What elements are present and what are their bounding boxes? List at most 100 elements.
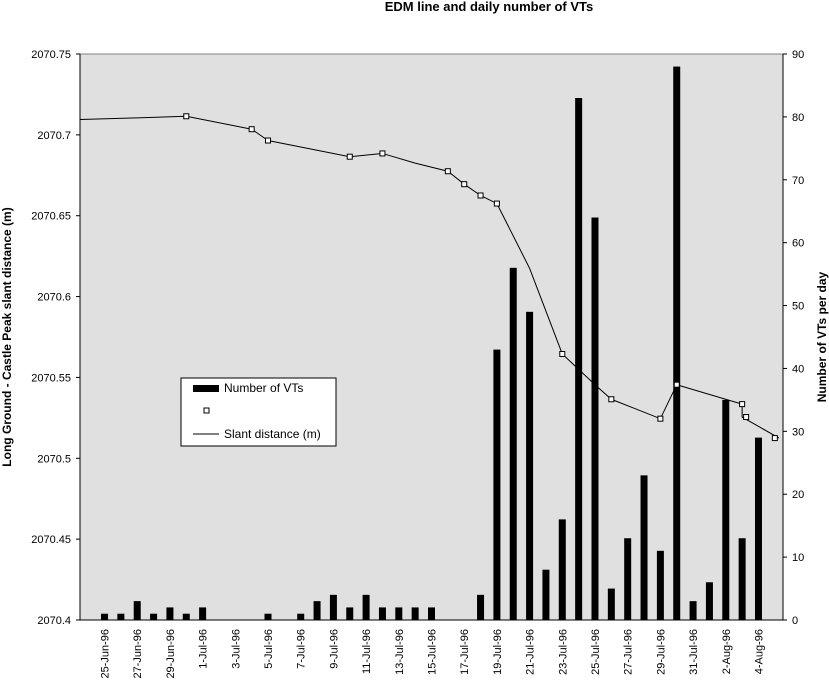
x-tick-label: 4-Aug-96: [753, 629, 765, 674]
legend: Number of VTs Slant distance (m): [180, 377, 337, 447]
measurement-marker: [559, 350, 566, 357]
x-tick-label: 29-Jul-96: [655, 629, 667, 675]
left-tick-label: 2070.45: [31, 534, 71, 546]
vt-bar: [722, 399, 730, 620]
left-tick-label: 2070.65: [31, 211, 71, 223]
measurement-marker: [493, 200, 500, 207]
measurement-marker: [673, 381, 680, 388]
vt-bar: [493, 349, 501, 620]
vt-bar: [362, 594, 370, 620]
vt-bar: [199, 607, 207, 620]
vt-bar: [738, 538, 746, 620]
vt-bar: [542, 569, 550, 620]
right-tick-label: 10: [792, 552, 804, 564]
x-tick-label: 23-Jul-96: [557, 629, 569, 675]
x-tick-label: 3-Jul-96: [230, 629, 242, 669]
left-tick-label: 2070.4: [37, 615, 71, 627]
vt-bar: [477, 594, 485, 620]
right-tick-label: 20: [792, 489, 804, 501]
right-tick-label: 60: [792, 238, 804, 250]
axes: 2070.4 2070.45 2070.5 2070.55 2070.6 2070.65 2…: [31, 49, 804, 679]
x-tick-label: 25-Jun-96: [100, 629, 112, 679]
right-tick-label: 80: [792, 112, 804, 124]
vt-bar: [378, 607, 386, 620]
slant-line-group: [79, 115, 780, 439]
x-tick-label: 27-Jun-96: [132, 629, 144, 679]
measurement-marker: [477, 192, 484, 199]
right-tick-label: 0: [792, 615, 798, 627]
left-axis-label: Long Ground - Castle Peak slant distance…: [0, 207, 14, 466]
vt-bar: [166, 607, 174, 620]
x-tick-label: 2-Aug-96: [721, 629, 733, 674]
legend-marker-swatch: [203, 407, 210, 414]
vt-bar: [182, 613, 190, 620]
vt-bar: [689, 601, 697, 620]
x-tick-label: 15-Jul-96: [427, 629, 439, 675]
measurement-marker: [248, 126, 255, 133]
measurement-marker: [743, 414, 750, 421]
measurement-marker: [265, 137, 272, 144]
vt-bar: [526, 311, 534, 620]
vt-bar: [346, 607, 354, 620]
right-tick-label: 30: [792, 426, 804, 438]
vt-bar: [264, 613, 272, 620]
slant-distance-line: [79, 115, 780, 439]
vt-bar: [133, 601, 141, 620]
right-tick-label: 90: [792, 49, 804, 61]
right-tick-label: 50: [792, 301, 804, 313]
vt-bar: [428, 607, 435, 620]
x-tick-label: 31-Jul-96: [688, 629, 700, 675]
vt-bar: [509, 267, 517, 620]
legend-bar-label: Number of VTs: [224, 381, 303, 395]
measurement-marker: [444, 168, 451, 175]
vt-bar: [591, 217, 599, 620]
vt-bar: [150, 613, 158, 620]
vt-bar: [558, 519, 566, 620]
measurement-marker: [608, 396, 615, 403]
vt-bar: [329, 594, 337, 620]
plot-area: [79, 53, 784, 621]
measurement-marker: [379, 150, 386, 157]
vt-bar: [297, 613, 305, 620]
left-tick-label: 2070.6: [37, 292, 71, 304]
x-tick-label: 13-Jul-96: [394, 629, 406, 675]
vt-bar: [705, 582, 713, 620]
x-tick-label: 11-Jul-96: [361, 629, 373, 674]
x-tick-label: 5-Jul-96: [263, 629, 275, 669]
x-tick-label: 27-Jul-96: [623, 629, 635, 675]
measurement-marker: [461, 181, 468, 188]
measurement-marker: [739, 401, 746, 408]
chart-title: EDM line and daily number of VTs: [385, 0, 594, 14]
vt-bar: [575, 98, 583, 620]
right-tick-label: 70: [792, 175, 804, 187]
left-tick-label: 2070.75: [31, 49, 71, 61]
vt-bar: [624, 538, 632, 620]
x-tick-label: 17-Jul-96: [459, 629, 471, 675]
x-tick-label: 25-Jul-96: [590, 629, 602, 675]
left-tick-label: 2070.55: [31, 372, 71, 384]
legend-line-label: Slant distance (m): [224, 427, 321, 441]
vt-bar: [411, 607, 419, 620]
vt-bar: [673, 66, 681, 620]
left-tick-label: 2070.5: [37, 453, 71, 465]
x-tick-label: 1-Jul-96: [198, 629, 210, 669]
legend-bar-swatch: [193, 385, 219, 392]
x-tick-label: 29-Jun-96: [165, 629, 177, 679]
measurement-marker: [346, 153, 353, 160]
right-axis-label: Number of VTs per day: [815, 271, 829, 402]
left-tick-label: 2070.7: [37, 130, 71, 142]
measurement-markers: [183, 113, 778, 442]
measurement-marker: [183, 113, 190, 120]
vt-bar: [754, 437, 762, 620]
measurement-marker: [657, 415, 664, 422]
measurement-marker: [771, 435, 778, 442]
vt-bar: [607, 588, 615, 620]
vt-bar: [640, 475, 648, 620]
vt-bars: [101, 66, 762, 620]
x-tick-label: 9-Jul-96: [328, 629, 340, 669]
vt-bar: [656, 550, 664, 620]
x-tick-label: 7-Jul-96: [296, 629, 308, 669]
vt-bar: [395, 607, 403, 620]
right-tick-label: 40: [792, 363, 804, 375]
